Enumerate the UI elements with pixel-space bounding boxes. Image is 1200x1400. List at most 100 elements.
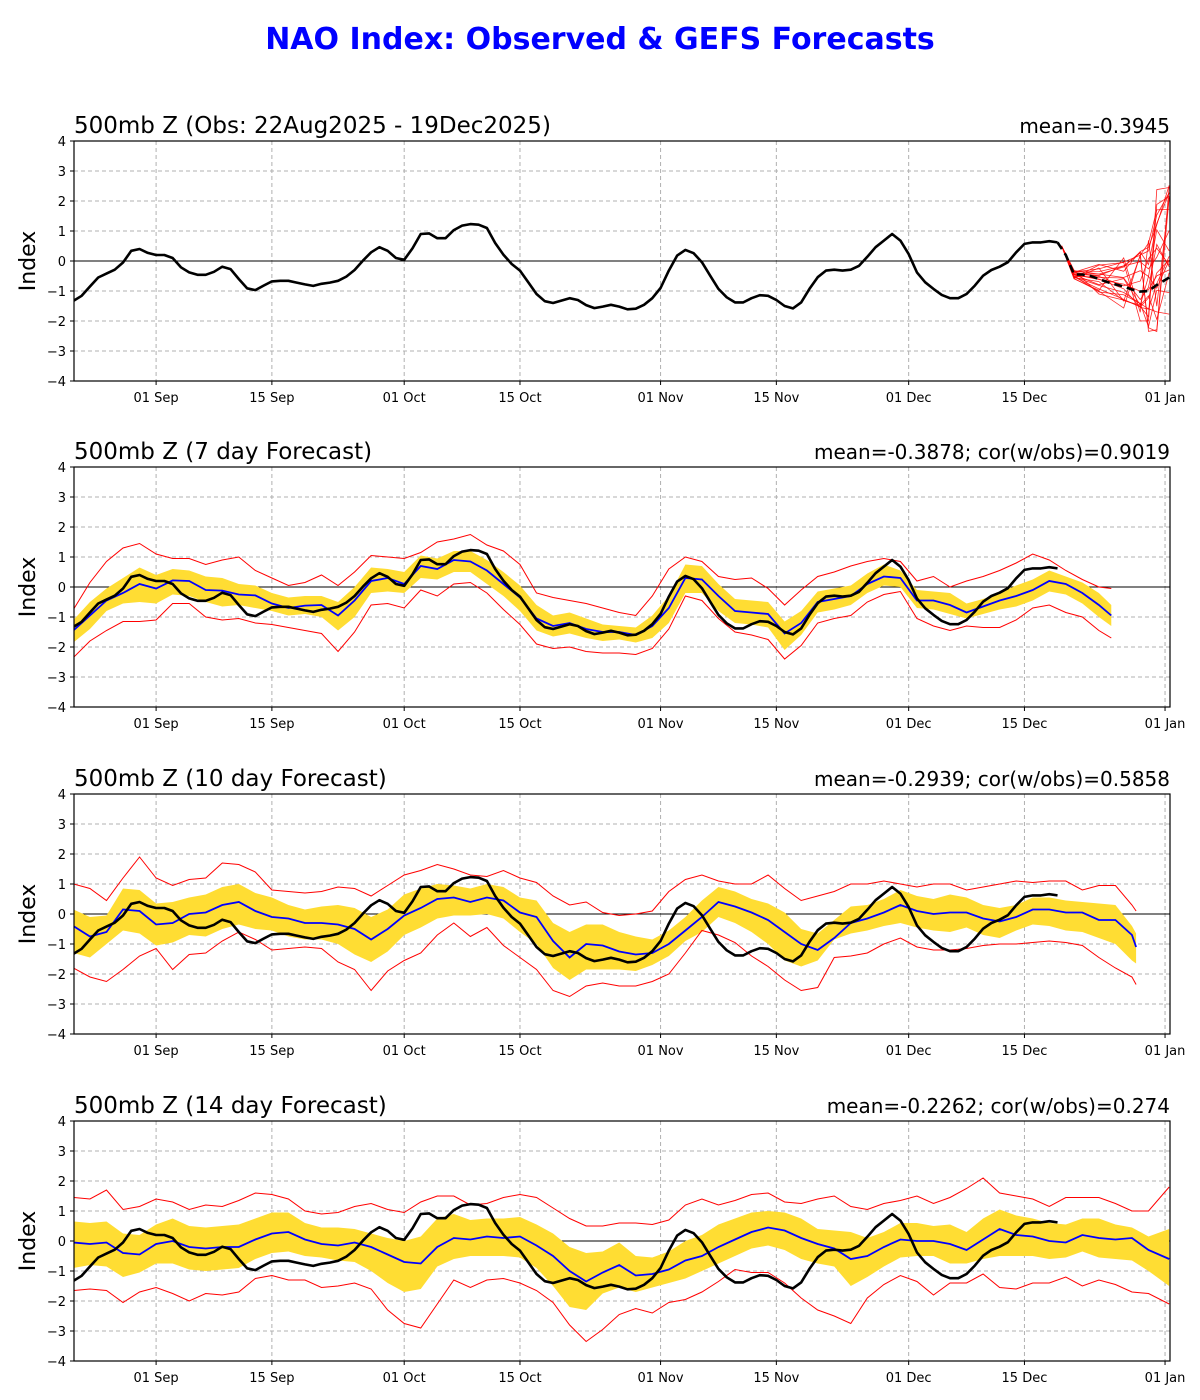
xtick-label: 15 Nov [753, 391, 799, 406]
xtick-label: 01 Dec [886, 1371, 932, 1386]
members-min-line [74, 581, 1112, 660]
xtick-label: 01 Sep [134, 391, 179, 406]
ytick-label: 4 [58, 1115, 66, 1130]
panel-4: 4 3 2 1 0 −1 −2 −3 −4 01 Sep 15 Sep 01 Oct 15 Oct 01 … [16, 1093, 1185, 1386]
ytick-label: −1 [47, 1265, 66, 1280]
panel-stat-label: mean=-0.2939; cor(w/obs)=0.5858 [814, 767, 1170, 791]
panel-stat-label: mean=-0.2262; cor(w/obs)=0.274 [827, 1094, 1170, 1118]
members-max-line [74, 1177, 1170, 1227]
ytick-label: −3 [47, 345, 66, 360]
members-min-line [74, 922, 1137, 998]
ytick-label: 0 [58, 255, 66, 270]
xtick-label: 01 Nov [638, 717, 684, 732]
xtick-label: 15 Dec [1002, 1371, 1048, 1386]
ytick-label: −4 [47, 701, 66, 716]
ytick-label: 2 [58, 195, 66, 210]
xtick-label: 15 Dec [1002, 1044, 1048, 1059]
panel-2: 4 3 2 1 0 −1 −2 −3 −4 01 Sep 15 Sep 01 Oct 15 Oct 01 … [16, 439, 1185, 732]
y-axis-label: Index [16, 231, 41, 292]
plot-area [74, 533, 1112, 660]
xtick-label: 01 Nov [638, 1044, 684, 1059]
xtick-label: 15 Oct [498, 1371, 541, 1386]
observed-line [74, 222, 1058, 311]
xtick-label: 15 Nov [753, 1044, 799, 1059]
xtick-label: 01 Jan [1145, 717, 1186, 732]
xtick-label: 01 Jan [1145, 1371, 1186, 1386]
ytick-label: −2 [47, 315, 66, 330]
plot-area [74, 185, 1170, 333]
xtick-label: 15 Dec [1002, 717, 1048, 732]
ytick-label: 2 [58, 521, 66, 536]
ytick-label: 3 [58, 1145, 66, 1160]
ytick-label: 0 [58, 1235, 66, 1250]
y-axis-label: Index [16, 557, 41, 618]
xtick-label: 01 Sep [134, 1044, 179, 1059]
panel-stat-label: mean=-0.3878; cor(w/obs)=0.9019 [814, 440, 1170, 464]
ensemble-member-line [1061, 245, 1170, 287]
ytick-label: 3 [58, 491, 66, 506]
xtick-label: 01 Nov [638, 1371, 684, 1386]
xtick-label: 01 Dec [886, 717, 932, 732]
ytick-label: 3 [58, 818, 66, 833]
ytick-label: 4 [58, 135, 66, 150]
observed-line [74, 875, 1058, 964]
xtick-label: 01 Oct [383, 717, 426, 732]
ensemble-member-line [1061, 185, 1170, 273]
ytick-label: 2 [58, 848, 66, 863]
xtick-label: 15 Sep [249, 1371, 294, 1386]
xtick-label: 01 Sep [134, 1371, 179, 1386]
ytick-label: 0 [58, 908, 66, 923]
panel-3: 4 3 2 1 0 −1 −2 −3 −4 01 Sep 15 Sep 01 Oct 15 Oct 01 … [16, 766, 1185, 1059]
xtick-label: 15 Oct [498, 717, 541, 732]
ytick-label: −4 [47, 375, 66, 390]
ytick-label: −1 [47, 285, 66, 300]
ytick-label: −4 [47, 1355, 66, 1370]
panel-title: 500mb Z (7 day Forecast) [74, 439, 372, 465]
xtick-label: 15 Nov [753, 1371, 799, 1386]
ytick-label: 0 [58, 581, 66, 596]
ensemble-member-line [1061, 197, 1170, 333]
xtick-label: 15 Oct [498, 1044, 541, 1059]
ensemble-mean-line [74, 1226, 1170, 1283]
ytick-label: −2 [47, 641, 66, 656]
ytick-label: −4 [47, 1028, 66, 1043]
panel-stat-label: mean=-0.3945 [1019, 114, 1170, 138]
ytick-label: −3 [47, 1325, 66, 1340]
ensemble-member-line [1061, 192, 1170, 309]
xtick-label: 01 Sep [134, 717, 179, 732]
ytick-label: 2 [58, 1175, 66, 1190]
xtick-label: 15 Oct [498, 391, 541, 406]
ensemble-mean-line [74, 559, 1112, 636]
ytick-label: 1 [58, 1205, 66, 1220]
panel-title: 500mb Z (Obs: 22Aug2025 - 19Dec2025) [74, 113, 551, 139]
ytick-label: −1 [47, 611, 66, 626]
ytick-label: 4 [58, 461, 66, 476]
forecast-mean-dashed-line [1056, 241, 1170, 293]
panel-1: 4 3 2 1 0 −1 −2 −3 −4 01 Sep 15 Sep 01 Oct 15 Oct 01 … [16, 113, 1185, 406]
ensemble-member-line [1061, 186, 1170, 332]
observed-line [74, 548, 1058, 637]
xtick-label: 15 Sep [249, 391, 294, 406]
xtick-label: 01 Nov [638, 391, 684, 406]
xtick-label: 01 Jan [1145, 1044, 1186, 1059]
spread-band [74, 1209, 1170, 1310]
xtick-label: 01 Oct [383, 1371, 426, 1386]
ytick-label: 3 [58, 165, 66, 180]
xtick-label: 01 Dec [886, 391, 932, 406]
ytick-label: −2 [47, 968, 66, 983]
spread-band [74, 551, 1112, 650]
ensemble-member-line [1061, 245, 1170, 308]
xtick-label: 01 Dec [886, 1044, 932, 1059]
members-max-line [74, 856, 1137, 917]
ytick-label: 1 [58, 551, 66, 566]
ytick-label: 1 [58, 225, 66, 240]
y-axis-label: Index [16, 884, 41, 945]
y-axis-label: Index [16, 1211, 41, 1272]
observed-line [74, 1202, 1058, 1291]
members-min-line [74, 1268, 1170, 1343]
ytick-label: −3 [47, 671, 66, 686]
panel-title: 500mb Z (10 day Forecast) [74, 766, 387, 792]
plot-area [74, 1177, 1170, 1343]
xtick-label: 15 Nov [753, 717, 799, 732]
ytick-label: −3 [47, 998, 66, 1013]
